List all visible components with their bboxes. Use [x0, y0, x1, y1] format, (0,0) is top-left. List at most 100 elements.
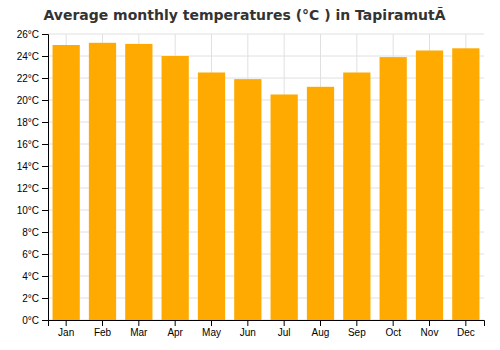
y-tick: 4°C [22, 271, 48, 282]
y-tick-mark [42, 232, 48, 233]
x-tick-label: Oct [385, 327, 401, 338]
bar [125, 44, 152, 320]
plot: 0°C 2°C 4°C 6°C 8°C 10°C 12°C 14°C 16°C 18°C 20°C 2… [17, 29, 485, 338]
y-tick-mark [42, 100, 48, 101]
bar [416, 51, 443, 321]
bars [53, 43, 480, 320]
y-tick: 20°C [17, 95, 48, 106]
y-tick-label: 10°C [17, 205, 39, 216]
x-tick-mark [247, 320, 248, 326]
x-tick: Jul [278, 320, 291, 338]
y-tick-label: 2°C [22, 293, 39, 304]
bar [89, 43, 116, 320]
x-tick-label: Feb [94, 327, 112, 338]
x-tick-label: Jun [240, 327, 256, 338]
x-tick-label: Jan [58, 327, 74, 338]
x-tick-mark [175, 320, 176, 326]
x-tick-mark [284, 320, 285, 326]
y-tick: 0°C [22, 315, 48, 326]
bar [198, 73, 225, 321]
y-tick-label: 0°C [22, 315, 39, 326]
x-tick: Nov [421, 320, 439, 338]
x-tick: May [202, 320, 221, 338]
x-tick-mark [429, 320, 430, 326]
x-tick: Oct [385, 320, 401, 338]
x-axis-line [49, 321, 485, 327]
y-tick-mark [42, 34, 48, 35]
bar [380, 57, 407, 320]
bar [343, 73, 370, 321]
y-tick-mark [42, 56, 48, 57]
y-tick-mark [42, 188, 48, 189]
x-tick-label: Dec [457, 327, 475, 338]
y-tick-mark [42, 144, 48, 145]
title: Average monthly temperatures (°C ) in Ta… [43, 7, 456, 23]
y-tick-label: 20°C [17, 95, 39, 106]
y-axis: 0°C 2°C 4°C 6°C 8°C 10°C 12°C 14°C 16°C 18°C 20°C 2… [17, 29, 49, 326]
y-tick: 6°C [22, 249, 48, 260]
y-tick: 10°C [17, 205, 48, 216]
y-tick-mark [42, 320, 48, 321]
x-tick: Apr [167, 320, 183, 338]
y-tick-label: 4°C [22, 271, 39, 282]
y-axis-line [42, 35, 49, 321]
x-tick-label: Nov [421, 327, 439, 338]
y-tick-mark [42, 276, 48, 277]
x-tick-label: Aug [312, 327, 330, 338]
bar [53, 45, 80, 320]
x-tick: Sep [348, 320, 366, 338]
y-tick: 2°C [22, 293, 48, 304]
y-tick-label: 14°C [17, 161, 39, 172]
y-tick-label: 18°C [17, 117, 39, 128]
y-tick-mark [42, 166, 48, 167]
chart: 0°C 2°C 4°C 6°C 8°C 10°C 12°C 14°C 16°C 18°C 20°C 2… [0, 0, 500, 350]
x-tick-mark [320, 320, 321, 326]
y-tick: 12°C [17, 183, 48, 194]
y-tick-label: 6°C [22, 249, 39, 260]
x-tick: Feb [94, 320, 112, 338]
x-axis: Jan Feb Mar Apr May Jun Jul Aug Sep Oct Nov Dec [49, 320, 485, 338]
y-tick-label: 12°C [17, 183, 39, 194]
x-tick-label: Sep [348, 327, 366, 338]
y-tick-label: 22°C [17, 73, 39, 84]
x-tick-label: Jul [278, 327, 291, 338]
y-tick-label: 8°C [22, 227, 39, 238]
y-tick-label: 16°C [17, 139, 39, 150]
bar [307, 87, 334, 320]
x-tick-mark [356, 320, 357, 326]
x-tick: Jan [58, 320, 74, 338]
y-grid-line [48, 34, 484, 35]
y-tick-label: 24°C [17, 51, 39, 62]
x-tick: Jun [240, 320, 256, 338]
bar [162, 56, 189, 320]
x-tick-label: Mar [130, 327, 148, 338]
y-tick-mark [42, 298, 48, 299]
bar [234, 79, 261, 320]
x-tick-label: Apr [167, 327, 183, 338]
x-tick: Aug [312, 320, 330, 338]
x-tick-label: May [202, 327, 221, 338]
y-tick: 22°C [17, 73, 48, 84]
y-tick-mark [42, 122, 48, 123]
y-tick-mark [42, 210, 48, 211]
y-tick-mark [42, 254, 48, 255]
x-tick-mark [465, 320, 466, 326]
y-tick: 8°C [22, 227, 48, 238]
y-tick: 16°C [17, 139, 48, 150]
bar [271, 95, 298, 321]
bar [452, 48, 479, 320]
x-tick-mark [66, 320, 67, 326]
x-tick: Mar [130, 320, 148, 338]
x-tick-mark [138, 320, 139, 326]
y-tick: 26°C [17, 29, 48, 40]
y-tick-mark [42, 78, 48, 79]
y-tick: 18°C [17, 117, 48, 128]
x-tick-mark [393, 320, 394, 326]
y-tick-label: 26°C [17, 29, 39, 40]
x-tick-mark [211, 320, 212, 326]
y-tick: 14°C [17, 161, 48, 172]
x-tick-mark [102, 320, 103, 326]
grid [48, 34, 484, 320]
y-tick: 24°C [17, 51, 48, 62]
x-tick: Dec [457, 320, 475, 338]
